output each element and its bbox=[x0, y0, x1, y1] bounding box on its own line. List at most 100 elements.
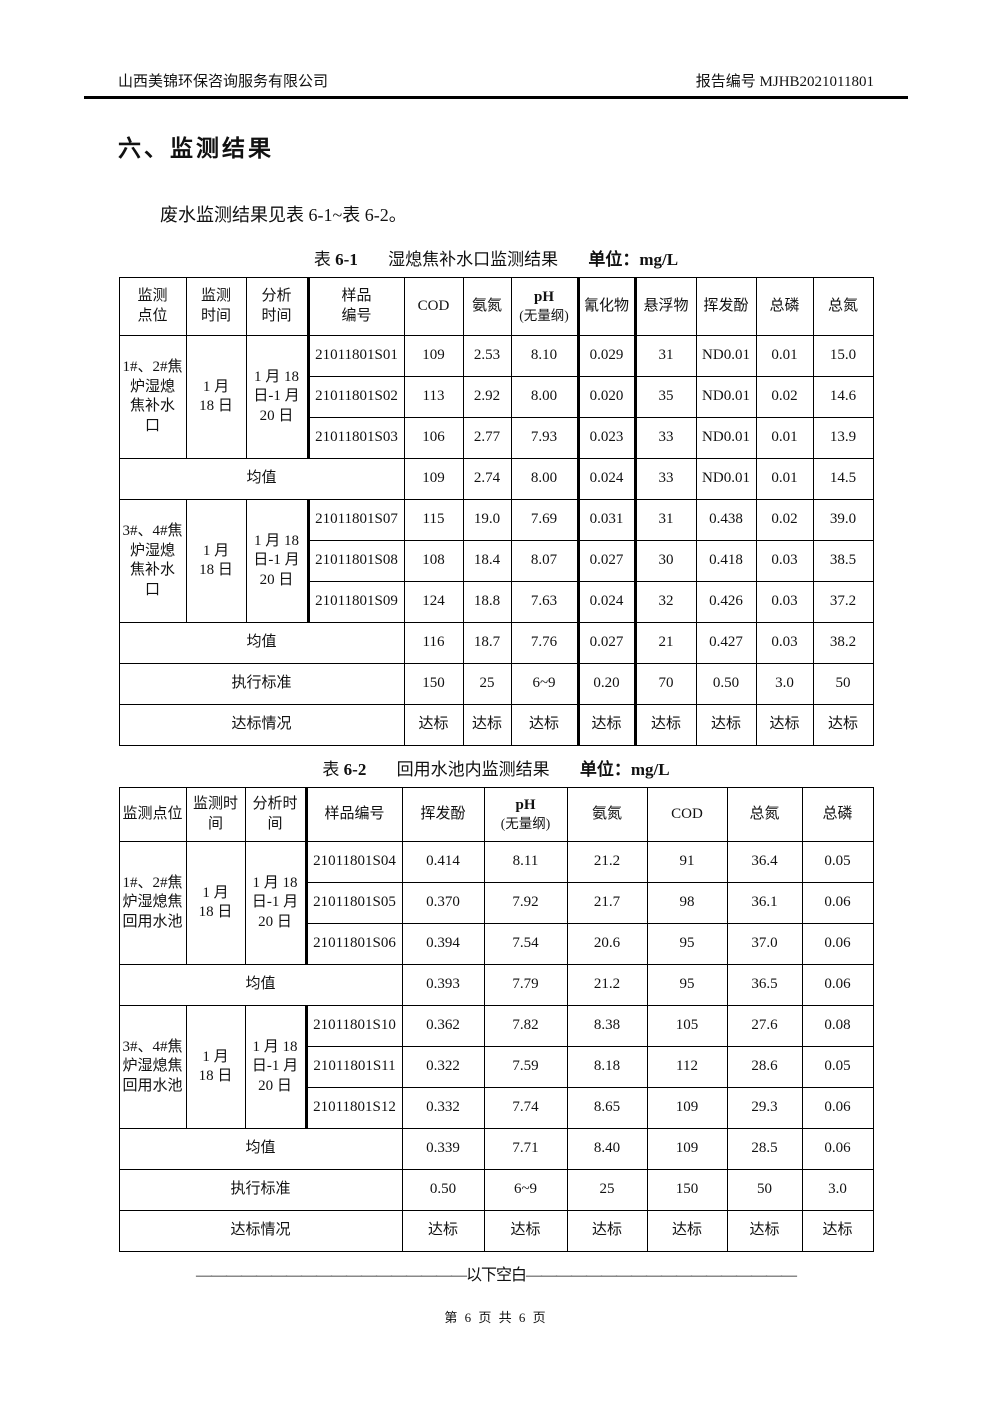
value-cell: 达标 bbox=[401, 1210, 485, 1252]
value-cell: 21 bbox=[634, 622, 697, 664]
value-cell: 7.59 bbox=[483, 1046, 568, 1088]
value-cell: 20.6 bbox=[566, 923, 648, 965]
value-cell: 28.6 bbox=[726, 1046, 803, 1088]
col-header-phenol: 挥发酚 bbox=[695, 277, 757, 336]
col-header-phenol: 挥发酚 bbox=[401, 787, 485, 842]
sample-id-cell: 21011801S05 bbox=[304, 882, 403, 924]
value-cell: 0.03 bbox=[755, 581, 814, 623]
value-cell: 达标 bbox=[403, 704, 464, 746]
value-cell: 13.9 bbox=[812, 417, 874, 459]
value-cell: 109 bbox=[403, 335, 464, 377]
value-cell: 0.362 bbox=[401, 1005, 485, 1047]
value-cell: 31 bbox=[634, 499, 697, 541]
value-cell: 21.7 bbox=[566, 882, 648, 924]
value-cell: 0.08 bbox=[801, 1005, 874, 1047]
table-row: 3#、4#焦 炉湿熄 焦补水 口 1 月 18 日 1 月 18 日-1 月 2… bbox=[118, 499, 874, 623]
value-cell: 达标 bbox=[510, 704, 579, 746]
value-cell: 150 bbox=[403, 663, 464, 705]
value-cell: 39.0 bbox=[812, 499, 874, 541]
value-cell: 124 bbox=[403, 581, 464, 623]
sample-id-cell: 21011801S02 bbox=[306, 376, 405, 418]
value-cell: 0.394 bbox=[401, 923, 485, 965]
value-cell: 0.024 bbox=[576, 458, 637, 500]
table-row: 21011801S12 0.332 7.74 8.65 109 29.3 0.0… bbox=[119, 1087, 874, 1129]
col-header-ph: pH (无量纲) bbox=[483, 787, 568, 842]
value-cell: 7.92 bbox=[483, 882, 568, 924]
section-title: 六、监测结果 bbox=[118, 136, 274, 161]
table-row: 3#、4#焦 炉湿熄焦 回用水池 1 月 18 日 1 月 18 日-1 月 2… bbox=[118, 1005, 874, 1129]
col-header-suspended-solids: 悬浮物 bbox=[634, 277, 697, 336]
value-cell: 8.00 bbox=[510, 458, 579, 500]
value-cell: 32 bbox=[634, 581, 697, 623]
value-cell: 37.0 bbox=[726, 923, 803, 965]
mean-row: 均值 109 2.74 8.00 0.024 33 ND0.01 0.01 14… bbox=[118, 458, 874, 500]
mean-label-cell: 均值 bbox=[118, 1128, 403, 1170]
value-cell: 108 bbox=[403, 540, 464, 582]
sample-time-cell: 1 月 18 日 bbox=[185, 841, 246, 965]
site-cell: 1#、2#焦 炉湿熄焦 回用水池 bbox=[118, 841, 187, 965]
sample-id-cell: 21011801S03 bbox=[306, 417, 405, 459]
value-cell: 6~9 bbox=[510, 663, 579, 705]
value-cell: 0.339 bbox=[401, 1128, 485, 1170]
value-cell: 106 bbox=[403, 417, 464, 459]
value-cell: 0.06 bbox=[801, 1087, 874, 1129]
intro-text: 废水监测结果见表 6-1~表 6-2。 bbox=[160, 205, 407, 225]
analysis-time-cell: 1 月 18 日-1 月 20 日 bbox=[245, 335, 309, 459]
value-cell: 0.50 bbox=[695, 663, 757, 705]
col-header-analysis-time: 分析 时间 bbox=[245, 277, 309, 336]
value-cell: 50 bbox=[812, 663, 874, 705]
value-cell: 达标 bbox=[812, 704, 874, 746]
col-header-site: 监测 点位 bbox=[118, 277, 187, 336]
table2-caption: 表 6-2 回用水池内监测结果 单位：mg/L bbox=[0, 755, 992, 780]
col-header-total-nitrogen: 总氮 bbox=[812, 277, 874, 336]
table2-header-row: 监测点位 监测时 间 分析时 间 样品编号 挥发酚 pH (无量纲) 氨氮 COD… bbox=[118, 787, 874, 842]
sample-id-cell: 21011801S01 bbox=[306, 335, 405, 377]
table-row: 21011801S02 113 2.92 8.00 0.020 35 ND0.0… bbox=[119, 376, 874, 418]
value-cell: 0.06 bbox=[801, 923, 874, 965]
value-cell: 8.65 bbox=[566, 1087, 648, 1129]
value-cell: 33 bbox=[634, 417, 697, 459]
mean-label-cell: 均值 bbox=[118, 458, 405, 500]
value-cell: 30 bbox=[634, 540, 697, 582]
table-row: 21011801S05 0.370 7.92 21.7 98 36.1 0.06 bbox=[119, 882, 874, 924]
table1-caption-title: 湿熄焦补水口监测结果 bbox=[388, 250, 559, 269]
col-header-ph: pH (无量纲) bbox=[510, 277, 579, 336]
value-cell: ND0.01 bbox=[695, 417, 757, 459]
mean-label-cell: 均值 bbox=[118, 622, 405, 664]
col-header-sample-time: 监测 时间 bbox=[185, 277, 247, 336]
value-cell: 7.76 bbox=[510, 622, 579, 664]
compliance-row: 达标情况 达标 达标 达标 达标 达标 达标 达标 达标 bbox=[118, 704, 874, 746]
table-row: 1#、2#焦 炉湿熄焦 回用水池 1 月 18 日 1 月 18 日-1 月 2… bbox=[118, 841, 874, 965]
value-cell: 7.69 bbox=[510, 499, 579, 541]
value-cell: 达标 bbox=[576, 704, 637, 746]
table-6-1: 监测 点位 监测 时间 分析 时间 样品 编号 COD 氨氮 pH (无量纲) 氰… bbox=[118, 277, 874, 746]
value-cell: 50 bbox=[726, 1169, 803, 1211]
compliance-label-cell: 达标情况 bbox=[118, 1210, 403, 1252]
value-cell: 0.50 bbox=[401, 1169, 485, 1211]
value-cell: 29.3 bbox=[726, 1087, 803, 1129]
table1-header-row: 监测 点位 监测 时间 分析 时间 样品 编号 COD 氨氮 pH (无量纲) 氰… bbox=[118, 277, 874, 336]
value-cell: 0.02 bbox=[755, 499, 814, 541]
value-cell: 0.020 bbox=[576, 376, 637, 418]
value-cell: 达标 bbox=[634, 704, 697, 746]
site-cell: 3#、4#焦 炉湿熄焦 回用水池 bbox=[118, 1005, 187, 1129]
value-cell: 0.01 bbox=[755, 417, 814, 459]
value-cell: 109 bbox=[646, 1087, 728, 1129]
value-cell: 0.20 bbox=[576, 663, 637, 705]
value-cell: 25 bbox=[462, 663, 512, 705]
value-cell: 达标 bbox=[483, 1210, 568, 1252]
col-header-sample-id: 样品 编号 bbox=[306, 277, 405, 336]
value-cell: 0.332 bbox=[401, 1087, 485, 1129]
value-cell: 0.05 bbox=[801, 841, 874, 883]
table-row: 21011801S03 106 2.77 7.93 0.023 33 ND0.0… bbox=[119, 417, 874, 459]
value-cell: 达标 bbox=[462, 704, 512, 746]
site-cell: 1#、2#焦 炉湿熄 焦补水 口 bbox=[118, 335, 187, 459]
compliance-label-cell: 达标情况 bbox=[118, 704, 405, 746]
value-cell: 36.1 bbox=[726, 882, 803, 924]
value-cell: 36.5 bbox=[726, 964, 803, 1006]
value-cell: 0.393 bbox=[401, 964, 485, 1006]
value-cell: 116 bbox=[403, 622, 464, 664]
value-cell: 2.53 bbox=[462, 335, 512, 377]
value-cell: 0.027 bbox=[576, 622, 637, 664]
value-cell: 0.03 bbox=[755, 540, 814, 582]
